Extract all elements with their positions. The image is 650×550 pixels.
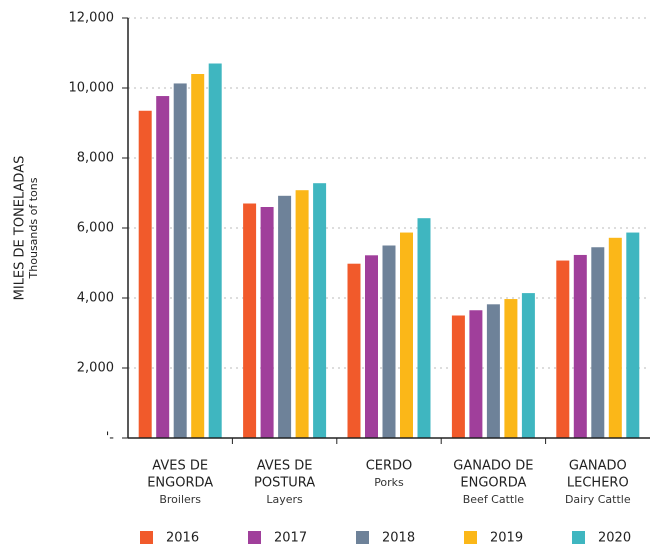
bar — [260, 207, 274, 438]
x-tick-sublabel: Dairy Cattle — [565, 493, 631, 506]
y-axis-label: MILES DE TONELADAS — [13, 156, 28, 301]
legend-label: 2020 — [598, 531, 631, 546]
legend-swatch — [464, 531, 477, 544]
legend-swatch — [140, 531, 153, 544]
x-tick-label: AVES DE — [257, 459, 313, 474]
legend-label: 2016 — [166, 531, 199, 546]
bar — [295, 190, 309, 438]
x-tick-label: GANADO DE — [453, 459, 533, 474]
bar — [243, 203, 257, 438]
bar — [486, 304, 500, 438]
bar — [626, 232, 640, 438]
bar — [365, 255, 378, 438]
bar — [313, 183, 327, 438]
x-tick-label: ENGORDA — [460, 476, 526, 491]
legend-swatch — [248, 531, 261, 544]
legend-swatch — [572, 531, 585, 544]
x-tick-sublabel: Layers — [266, 493, 303, 506]
bar — [591, 247, 605, 438]
legend-label: 2019 — [490, 531, 523, 546]
x-tick-sublabel: Porks — [374, 476, 404, 489]
bar — [469, 310, 483, 438]
bar — [521, 293, 535, 438]
y-tick-label: 4,000 — [77, 291, 114, 306]
bar — [347, 263, 361, 438]
y-tick-label: 2,000 — [77, 361, 114, 376]
y-axis-sublabel: Thousands of tons — [27, 177, 40, 279]
bar — [278, 195, 292, 438]
bar — [156, 96, 170, 439]
bar — [191, 74, 205, 438]
x-tick-label: LECHERO — [567, 476, 629, 491]
x-tick-label: ENGORDA — [147, 476, 213, 491]
bar — [382, 245, 396, 438]
bar — [504, 299, 518, 438]
x-tick-label: CERDO — [366, 459, 413, 474]
y-tick-label: 12,000 — [69, 11, 115, 26]
x-tick-label: GANADO — [569, 459, 627, 474]
bar — [138, 110, 152, 438]
x-tick-label: AVES DE — [152, 459, 208, 474]
bar — [556, 260, 570, 438]
legend-label: 2018 — [382, 531, 415, 546]
legend-swatch — [356, 531, 369, 544]
y-tick-label: 8,000 — [77, 151, 114, 166]
y-tick-label: 10,000 — [69, 81, 115, 96]
bar — [400, 232, 413, 438]
bar — [208, 63, 222, 438]
y-tick-label: 6,000 — [77, 221, 114, 236]
bar — [608, 237, 622, 438]
x-tick-sublabel: Broilers — [159, 493, 201, 506]
y-tick-label: '- — [106, 431, 115, 446]
x-tick-sublabel: Beef Cattle — [463, 493, 525, 506]
bar — [451, 315, 465, 438]
bar — [173, 83, 187, 438]
bar — [417, 218, 431, 438]
legend-label: 2017 — [274, 531, 307, 546]
x-tick-label: POSTURA — [254, 476, 315, 491]
bar — [573, 254, 587, 438]
